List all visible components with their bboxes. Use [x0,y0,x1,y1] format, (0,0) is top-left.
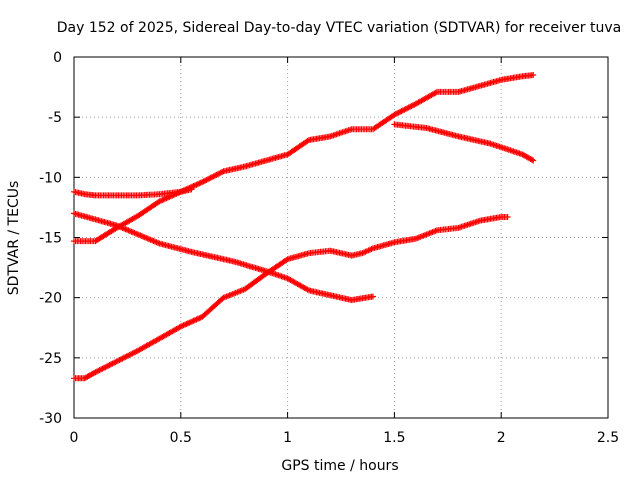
series-markers [71,121,537,304]
x-tick-label: 2.5 [597,430,619,446]
y-tick-label: -10 [39,170,62,186]
y-axis-label: SDTVAR / TECUs [6,181,22,296]
series-satellite-3 [71,186,195,245]
y-tick-label: -25 [39,351,62,367]
x-tick-label: 1 [283,430,292,446]
y-tick-label: -30 [39,411,62,427]
grid [74,57,608,418]
y-tick-label: -15 [39,231,62,247]
y-tick-label: 0 [53,50,62,66]
x-tick-label: 0.5 [170,430,192,446]
chart-title: Day 152 of 2025, Sidereal Day-to-day VTE… [57,20,621,36]
y-tick-label: -5 [48,110,62,126]
y-tick-label: -20 [39,291,62,307]
x-axis-label: GPS time / hours [281,458,398,474]
series-satellite-1 [71,121,537,304]
series-satellite-4 [71,214,511,382]
series-markers [71,214,511,382]
x-tick-label: 0 [70,430,79,446]
x-tick-label: 2 [497,430,506,446]
x-tick-label: 1.5 [383,430,405,446]
series-markers [71,186,195,245]
axis-ticks: 0 0.5 1 1.5 2 2.5 0 -5 -10 -15 -20 -25 -30 [39,50,619,446]
data-series [71,72,537,382]
